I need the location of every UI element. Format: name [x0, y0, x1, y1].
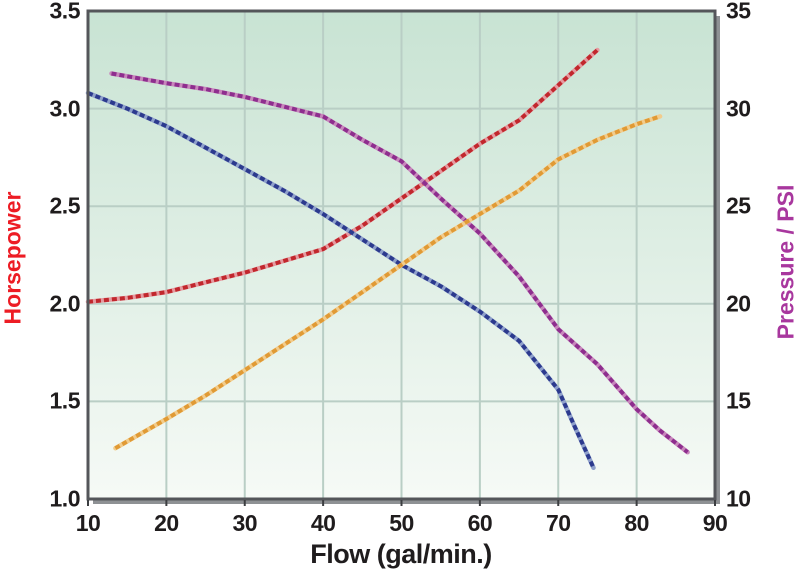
right-axis-tick-25: 25	[726, 192, 751, 219]
x-axis-tick-90: 90	[702, 510, 728, 536]
right-axis-title-pressure-psi: Pressure / PSI	[772, 184, 799, 340]
left-axis-title-horsepower: Horsepower	[0, 191, 26, 325]
purple-pressure-falling-curve	[111, 71, 689, 454]
left-axis-tick-2.0: 2.0	[49, 290, 81, 317]
x-axis-tick-50: 50	[389, 510, 414, 536]
blue-falling-curve-left-axis	[87, 91, 596, 469]
left-axis-tick-2.5: 2.5	[49, 192, 81, 219]
x-axis-tick-80: 80	[624, 510, 649, 536]
right-axis-tick-30: 30	[726, 95, 751, 122]
x-axis-tick-10: 10	[75, 510, 101, 536]
x-axis-tick-60: 60	[467, 510, 493, 536]
right-axis-tick-35: 35	[726, 0, 751, 24]
left-axis-tick-1.0: 1.0	[49, 485, 81, 512]
right-axis-tick-10: 10	[726, 485, 751, 512]
right-axis-tick-20: 20	[726, 290, 751, 317]
orange-rising-curve-right-axis	[114, 114, 661, 450]
red-horsepower-rising-curve	[87, 48, 599, 304]
left-axis-tick-1.5: 1.5	[49, 387, 81, 414]
left-axis-tick-3.0: 3.0	[49, 95, 81, 122]
x-axis-tick-30: 30	[232, 510, 258, 536]
x-axis-title-flow: Flow (gal/min.)	[310, 539, 492, 569]
left-axis-tick-3.5: 3.5	[49, 0, 81, 24]
x-axis-tick-20: 20	[154, 510, 179, 536]
plot-border	[86, 9, 717, 501]
right-axis-tick-15: 15	[726, 387, 751, 414]
x-axis-tick-70: 70	[545, 510, 571, 536]
x-axis-tick-40: 40	[310, 510, 336, 536]
